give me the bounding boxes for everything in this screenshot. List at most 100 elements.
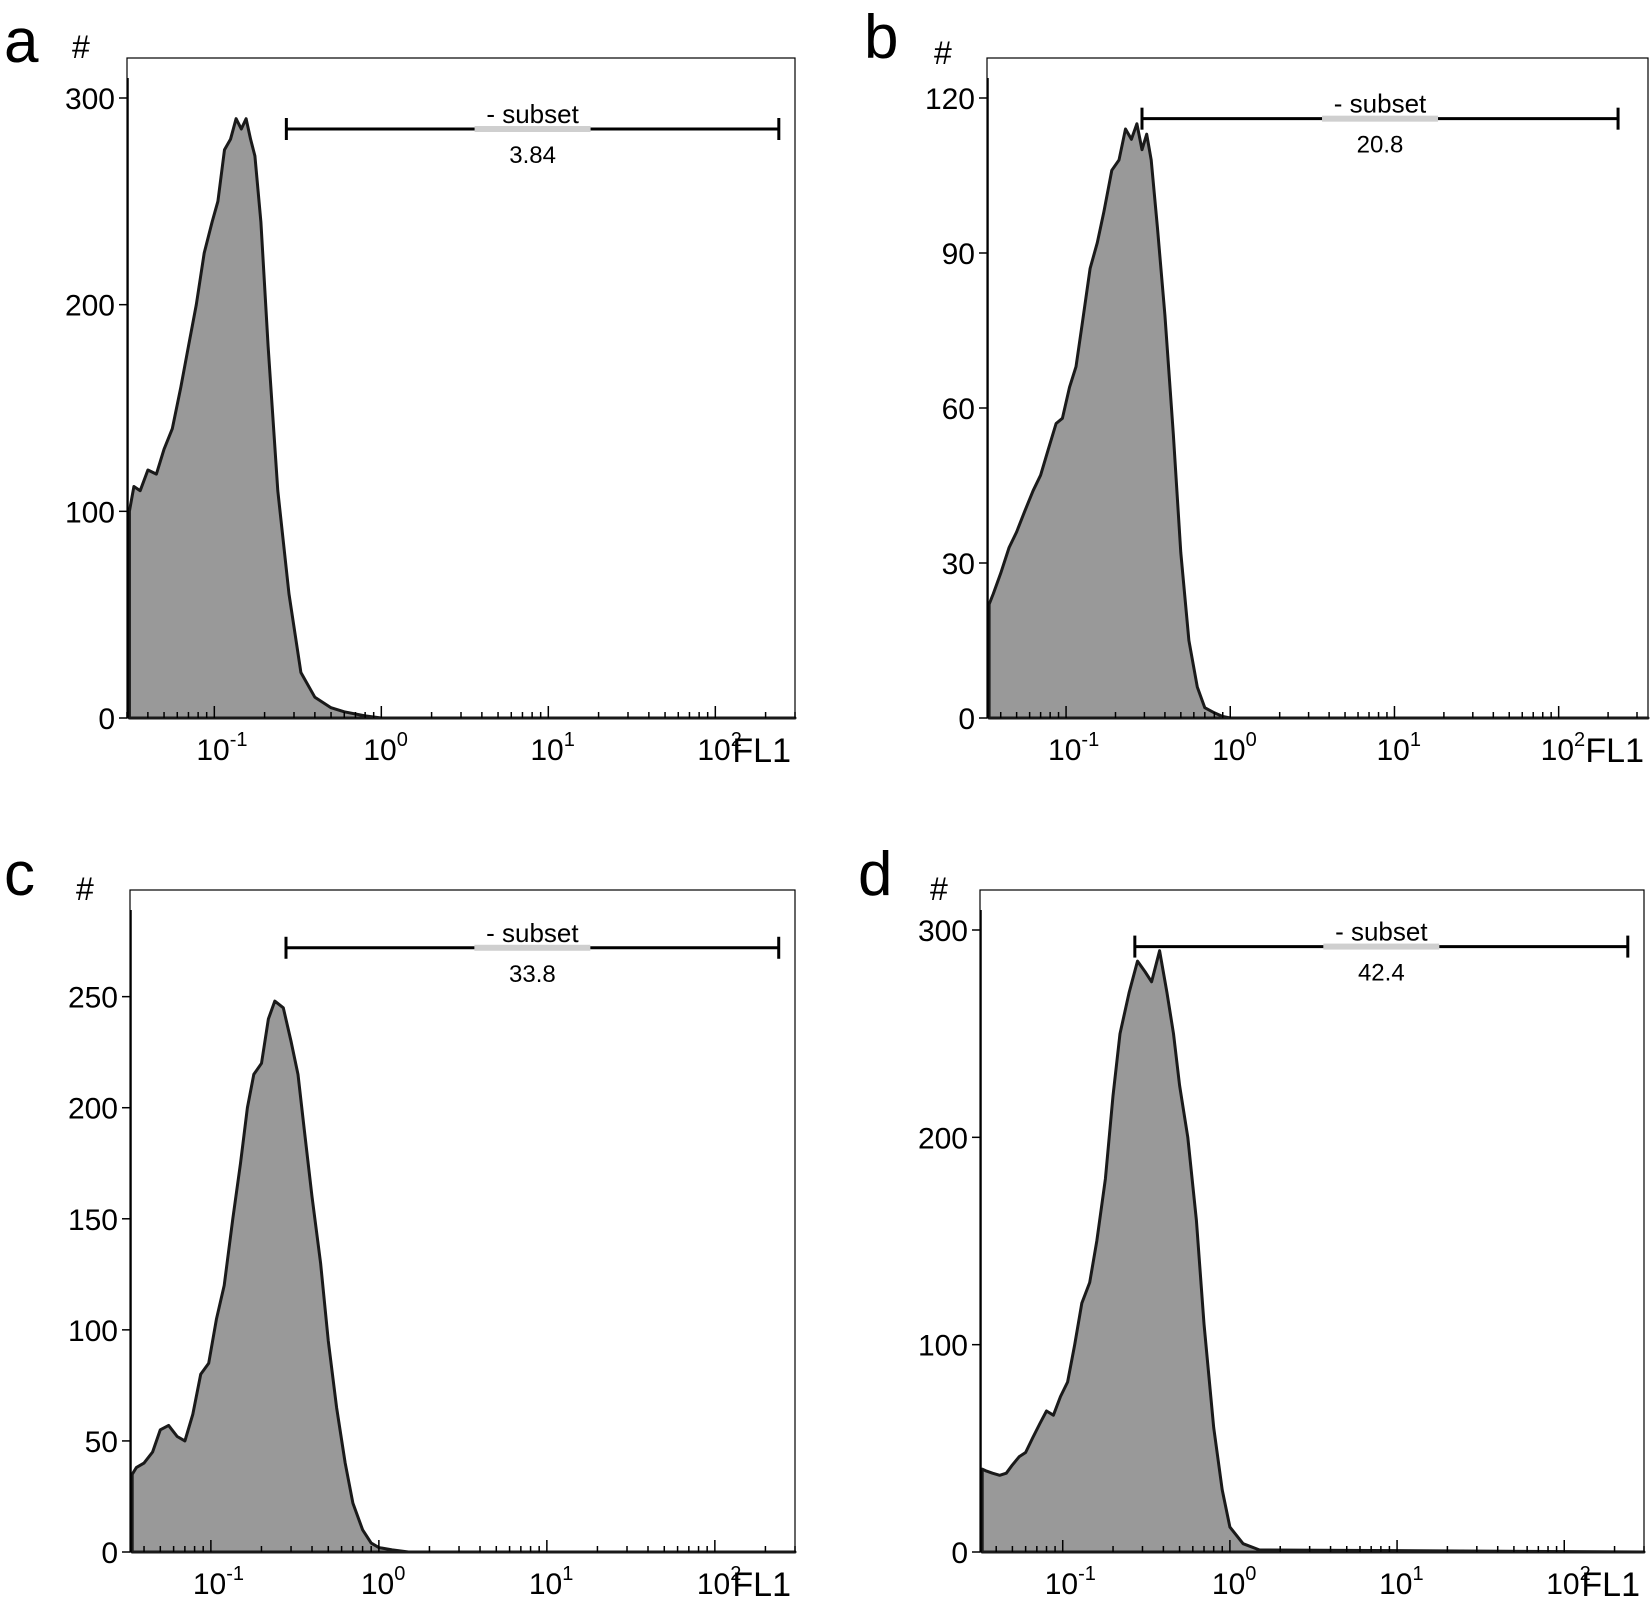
y-tick-label: 60	[942, 393, 975, 426]
gate-percentage: 42.4	[1358, 960, 1405, 987]
x-tick-exponent: 2	[1574, 729, 1585, 751]
x-tick-label: 10-1	[193, 1563, 244, 1601]
x-tick-label: 100	[363, 729, 408, 767]
x-tick-label: 10-1	[1048, 729, 1099, 767]
x-tick-exponent: 0	[1246, 729, 1257, 751]
y-tick-label: 100	[68, 1315, 118, 1348]
x-axis-label: FL1	[732, 1566, 791, 1604]
gate-name: - subset	[1335, 917, 1428, 947]
x-tick-base: 10	[1376, 734, 1409, 767]
y-axis-label: #	[934, 35, 952, 71]
x-tick-base: 10	[1045, 1568, 1078, 1601]
gate-label-backdrop	[474, 944, 591, 951]
histogram-series	[980, 949, 1646, 1554]
gate-label-backdrop	[474, 126, 591, 132]
gate-name: - subset	[486, 918, 579, 948]
x-tick-base: 10	[1048, 734, 1081, 767]
x-tick-base: 10	[697, 1568, 730, 1601]
x-tick-exponent: 1	[1412, 1563, 1423, 1585]
y-tick-label: 150	[68, 1204, 118, 1237]
x-tick-exponent: 1	[562, 1563, 573, 1585]
x-tick-label: 102	[1541, 729, 1586, 767]
x-tick-label: 10-1	[1045, 1563, 1096, 1601]
y-tick-label: 200	[918, 1122, 968, 1155]
y-tick-label: 250	[68, 982, 118, 1015]
x-tick-exponent: 2	[1580, 1563, 1591, 1585]
panel-letter: c	[4, 840, 35, 909]
x-tick-base: 10	[1546, 1568, 1579, 1601]
gate-percentage: 3.84	[509, 142, 556, 169]
y-tick-label: 0	[951, 1537, 968, 1570]
x-tick-label: 102	[1546, 1563, 1591, 1601]
x-tick-base: 10	[196, 734, 229, 767]
y-tick-label: 50	[85, 1426, 118, 1459]
x-axis-label: FL1	[1581, 1566, 1640, 1604]
subset-gate[interactable]: - subset 33.8	[284, 918, 781, 988]
y-tick-label: 300	[918, 915, 968, 948]
x-tick-base: 10	[697, 734, 730, 767]
panel-letter: b	[864, 3, 898, 72]
x-tick-exponent: 2	[730, 1563, 741, 1585]
y-tick-label: 120	[925, 83, 975, 116]
panel-letter: a	[4, 7, 39, 76]
x-tick-exponent: 0	[1245, 1563, 1256, 1585]
x-tick-exponent: 1	[564, 729, 575, 751]
x-tick-exponent: -1	[226, 1563, 244, 1585]
x-tick-base: 10	[1212, 1568, 1245, 1601]
x-tick-exponent: 2	[731, 729, 742, 751]
x-tick-label: 102	[697, 1563, 742, 1601]
y-tick-label: 30	[942, 548, 975, 581]
panel-letter: d	[858, 840, 892, 909]
y-axis-label: #	[72, 29, 90, 65]
x-tick-label: 100	[1212, 729, 1257, 767]
gate-percentage: 33.8	[509, 961, 556, 988]
subset-gate[interactable]: - subset 3.84	[284, 99, 781, 169]
subset-gate[interactable]: - subset 42.4	[1133, 917, 1630, 987]
subset-gate[interactable]: - subset 20.8	[1140, 89, 1620, 159]
histogram-series	[130, 999, 797, 1554]
y-tick-label: 200	[68, 1093, 118, 1126]
x-axis-label: FL1	[732, 732, 791, 770]
y-tick-label: 100	[65, 496, 115, 529]
gate-label-backdrop	[1323, 943, 1440, 950]
y-tick-label: 200	[65, 290, 115, 323]
x-tick-base: 10	[1541, 734, 1574, 767]
x-tick-exponent: -1	[1081, 729, 1099, 751]
gate-label-backdrop	[1322, 115, 1439, 122]
y-tick-label: 0	[958, 703, 975, 736]
y-axis-label: #	[76, 871, 94, 907]
x-tick-base: 10	[1379, 1568, 1412, 1601]
x-tick-exponent: 0	[397, 729, 408, 751]
y-tick-label: 100	[918, 1330, 968, 1363]
x-tick-label: 100	[1212, 1563, 1257, 1601]
x-tick-label: 101	[1376, 729, 1421, 767]
x-tick-base: 10	[529, 1568, 562, 1601]
histogram-series	[987, 122, 1650, 720]
x-tick-label: 101	[1379, 1563, 1424, 1601]
x-tick-base: 10	[530, 734, 563, 767]
x-tick-exponent: -1	[1078, 1563, 1096, 1585]
y-tick-label: 0	[98, 703, 115, 736]
x-tick-label: 100	[361, 1563, 406, 1601]
x-tick-base: 10	[363, 734, 396, 767]
x-tick-exponent: 0	[394, 1563, 405, 1585]
x-tick-exponent: 1	[1410, 729, 1421, 751]
x-tick-label: 101	[530, 729, 575, 767]
y-axis-label: #	[930, 871, 948, 907]
gate-percentage: 20.8	[1357, 132, 1404, 159]
y-tick-label: 300	[65, 83, 115, 116]
y-tick-label: 90	[942, 238, 975, 271]
x-tick-base: 10	[361, 1568, 394, 1601]
x-tick-base: 10	[1212, 734, 1245, 767]
x-axis-label: FL1	[1585, 732, 1644, 770]
x-tick-label: 10-1	[196, 729, 247, 767]
x-tick-base: 10	[193, 1568, 226, 1601]
gate-name: - subset	[1334, 89, 1427, 119]
x-tick-label: 101	[529, 1563, 574, 1601]
y-tick-label: 0	[101, 1537, 118, 1570]
